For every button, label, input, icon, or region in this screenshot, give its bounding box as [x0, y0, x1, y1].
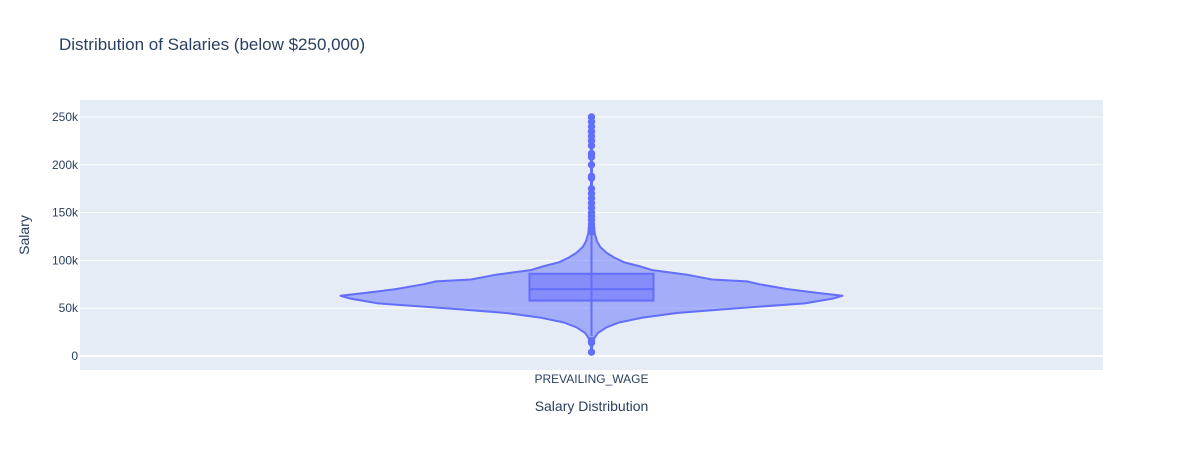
x-tick-label: PREVAILING_WAGE [534, 372, 648, 386]
outlier-point [587, 149, 596, 158]
outlier-point [587, 348, 596, 356]
outlier-point [587, 337, 596, 345]
y-axis-title: Salary [16, 215, 32, 255]
y-tick-label: 250k [52, 110, 79, 124]
outlier-point [587, 185, 596, 193]
y-tick-label: 50k [59, 301, 79, 315]
violin-series [339, 113, 844, 356]
chart-title: Distribution of Salaries (below $250,000… [59, 35, 365, 54]
y-tick-label: 150k [52, 206, 79, 220]
outlier-point [587, 172, 596, 180]
y-tick-label: 100k [52, 253, 79, 267]
box-iqr [528, 272, 655, 302]
outlier-point [587, 113, 596, 121]
y-tick-label: 0 [71, 349, 78, 363]
y-tick-label: 200k [52, 158, 79, 172]
x-axis-title: Salary Distribution [535, 398, 649, 414]
outlier-point [587, 161, 596, 169]
y-axis-ticks: 0 50k 100k 150k 200k 250k [52, 110, 79, 363]
